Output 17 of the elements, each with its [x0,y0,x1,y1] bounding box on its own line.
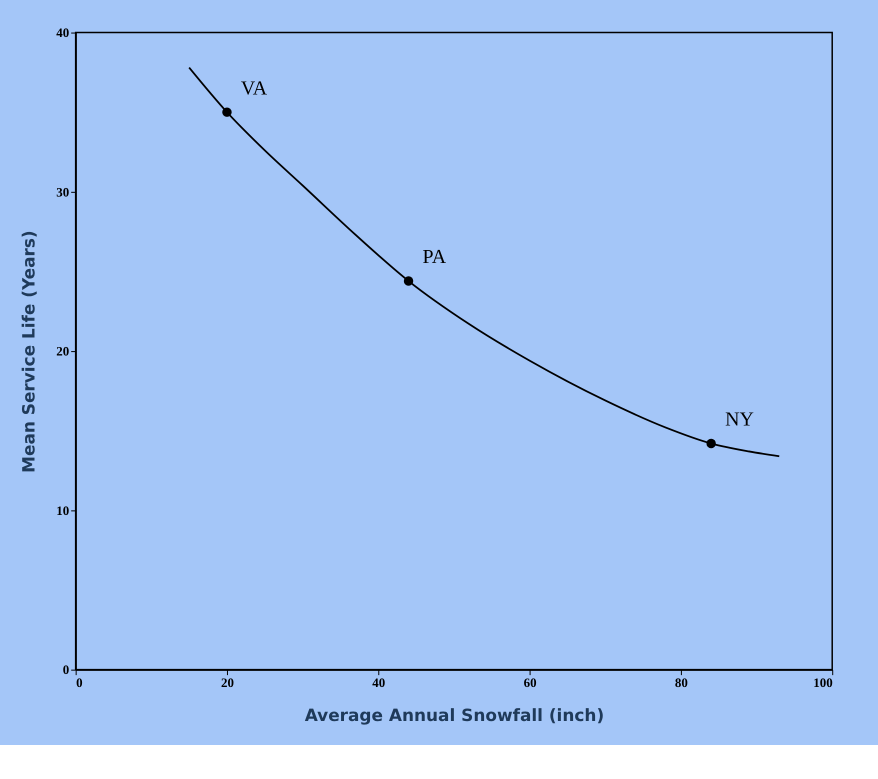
x-axis-title: Average Annual Snowfall (inch) [304,704,604,725]
y-tick-label: 30 [56,184,70,200]
line-series [188,66,780,458]
y-tick-label: 20 [56,344,70,359]
annotation: PA [422,246,447,268]
x-tick-label: 40 [372,675,386,690]
x-tick-label: 100 [813,675,833,690]
x-tick-label: 60 [524,675,537,690]
annotation: VA [240,77,268,100]
x-tick-label: 20 [220,675,234,690]
y-tick-label: 0 [62,662,70,678]
x-tick-label: 0 [76,675,83,690]
y-axis-title: Mean Service Life (Years) [18,230,38,473]
annotation: NY [725,408,754,431]
y-tick-label: 40 [56,25,70,40]
x-tick-label: 80 [674,675,688,690]
y-tick-label: 10 [56,502,70,518]
